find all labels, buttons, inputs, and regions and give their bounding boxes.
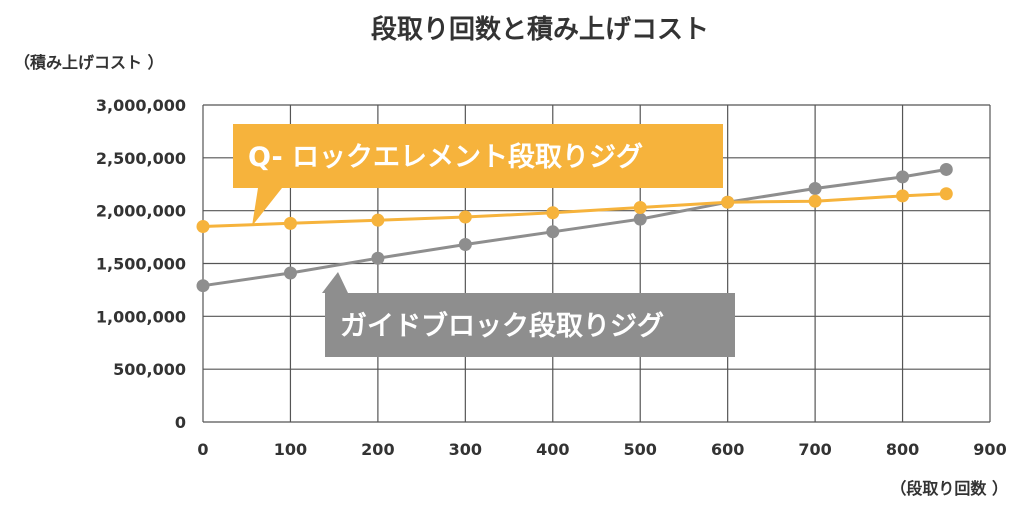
x-tick-label: 500 bbox=[624, 440, 657, 459]
data-point-series-2 bbox=[371, 251, 385, 265]
data-point-series-1 bbox=[896, 189, 910, 203]
x-tick-label: 800 bbox=[886, 440, 919, 459]
data-point-series-2 bbox=[808, 181, 822, 195]
data-point-series-2 bbox=[896, 170, 910, 184]
y-tick-label: 2,000,000 bbox=[96, 202, 186, 221]
data-point-series-2 bbox=[939, 162, 953, 176]
y-tick-label: 1,500,000 bbox=[96, 255, 186, 274]
callout-label-series-2: ガイドブロック段取りジグ bbox=[340, 310, 664, 342]
callout-box-series-2 bbox=[325, 293, 735, 357]
y-tick-label: 3,000,000 bbox=[96, 96, 186, 115]
y-tick-label: 2,500,000 bbox=[96, 149, 186, 168]
x-tick-labels: 0 100 200 300 400 500 600 700 800 900 bbox=[197, 440, 1006, 459]
data-point-series-1 bbox=[196, 220, 210, 234]
y-tick-label: 0 bbox=[175, 413, 186, 432]
data-point-series-2 bbox=[283, 266, 297, 280]
data-point-series-1 bbox=[371, 213, 385, 227]
y-tick-label: 1,000,000 bbox=[96, 307, 186, 326]
x-tick-label: 600 bbox=[711, 440, 744, 459]
data-point-series-2 bbox=[196, 279, 210, 293]
callout-box-series-1 bbox=[233, 124, 723, 188]
series-group bbox=[196, 162, 953, 293]
series-line-1 bbox=[202, 192, 947, 228]
x-tick-label: 100 bbox=[274, 440, 307, 459]
x-axis-label: （段取り回数 ） bbox=[890, 479, 1008, 498]
x-tick-label: 400 bbox=[536, 440, 569, 459]
callout-pointer-series-1 bbox=[252, 188, 282, 226]
data-point-series-1 bbox=[283, 216, 297, 230]
data-point-series-1 bbox=[546, 206, 560, 220]
data-point-series-1 bbox=[939, 187, 953, 201]
data-point-series-2 bbox=[633, 212, 647, 226]
series-line-2 bbox=[202, 168, 947, 288]
x-tick-label: 300 bbox=[449, 440, 482, 459]
data-point-series-2 bbox=[546, 225, 560, 239]
data-point-series-2 bbox=[458, 237, 472, 251]
y-axis-label: （積み上げコスト ） bbox=[14, 53, 164, 72]
x-tick-label: 0 bbox=[197, 440, 208, 459]
data-point-series-1 bbox=[721, 195, 735, 209]
data-point-series-1 bbox=[808, 194, 822, 208]
y-tick-labels: 0 500,000 1,000,000 1,500,000 2,000,000 2,500… bbox=[96, 96, 186, 432]
callout-pointer-series-2 bbox=[322, 272, 348, 293]
x-tick-label: 200 bbox=[361, 440, 394, 459]
x-tick-label: 900 bbox=[973, 440, 1006, 459]
data-point-series-1 bbox=[633, 200, 647, 214]
callout-label-series-1: Q- ロックエレメント段取りジグ bbox=[248, 141, 643, 173]
data-point-series-1 bbox=[458, 210, 472, 224]
chart-title: 段取り回数と積み上げコスト bbox=[371, 14, 709, 45]
y-tick-label: 500,000 bbox=[113, 360, 186, 379]
x-tick-label: 700 bbox=[798, 440, 831, 459]
